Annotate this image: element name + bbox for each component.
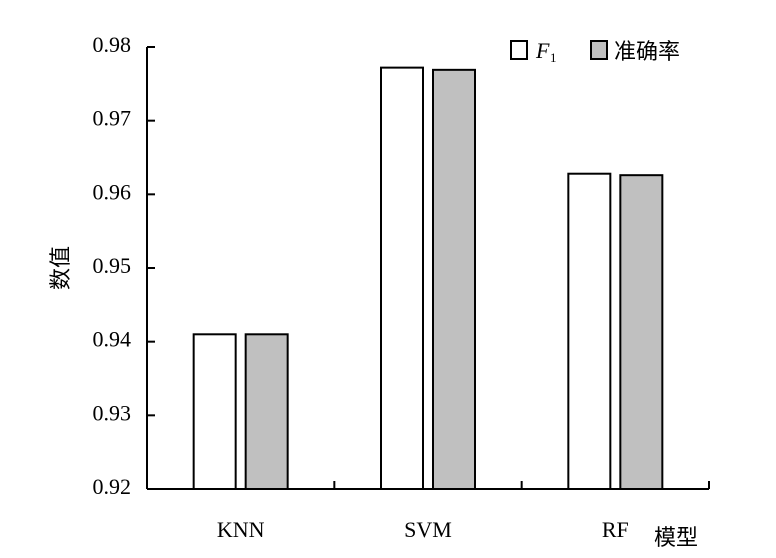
- x-tick-label: RF: [602, 517, 629, 542]
- bar-svm-series-2: [432, 68, 476, 490]
- legend: F 1 准确率: [510, 38, 680, 65]
- y-tick-label: 0.94: [93, 327, 132, 352]
- x-tick-label: KNN: [217, 517, 265, 542]
- bar-rf-series-1: [567, 172, 612, 490]
- y-tick-label: 0.96: [93, 179, 132, 204]
- bar-svm-series-1: [380, 66, 424, 490]
- bars-group: [192, 66, 664, 490]
- y-axis: 0.92 0.93 0.94 0.95 0.96 0.97 0.98: [93, 32, 155, 499]
- legend-label-f1-subscript: 1: [550, 50, 557, 65]
- legend-label-f1: F: [535, 38, 550, 63]
- x-axis: KNN SVM RF: [147, 481, 710, 542]
- legend-swatch-f1: [510, 40, 528, 60]
- y-axis-title: 数值: [49, 246, 74, 290]
- y-tick-label: 0.92: [93, 474, 132, 499]
- x-tick-label: SVM: [404, 517, 452, 542]
- y-tick-label: 0.95: [93, 253, 132, 278]
- bar-knn-series-1: [192, 333, 237, 490]
- bar-knn-series-2: [244, 333, 289, 490]
- legend-label-accuracy: 准确率: [614, 40, 680, 65]
- y-tick-label: 0.98: [93, 32, 132, 57]
- x-axis-title: 模型: [654, 526, 698, 551]
- y-tick-label: 0.93: [93, 400, 132, 425]
- y-tick-label: 0.97: [93, 106, 132, 131]
- legend-swatch-accuracy: [590, 40, 608, 60]
- bar-rf-series-2: [619, 174, 664, 490]
